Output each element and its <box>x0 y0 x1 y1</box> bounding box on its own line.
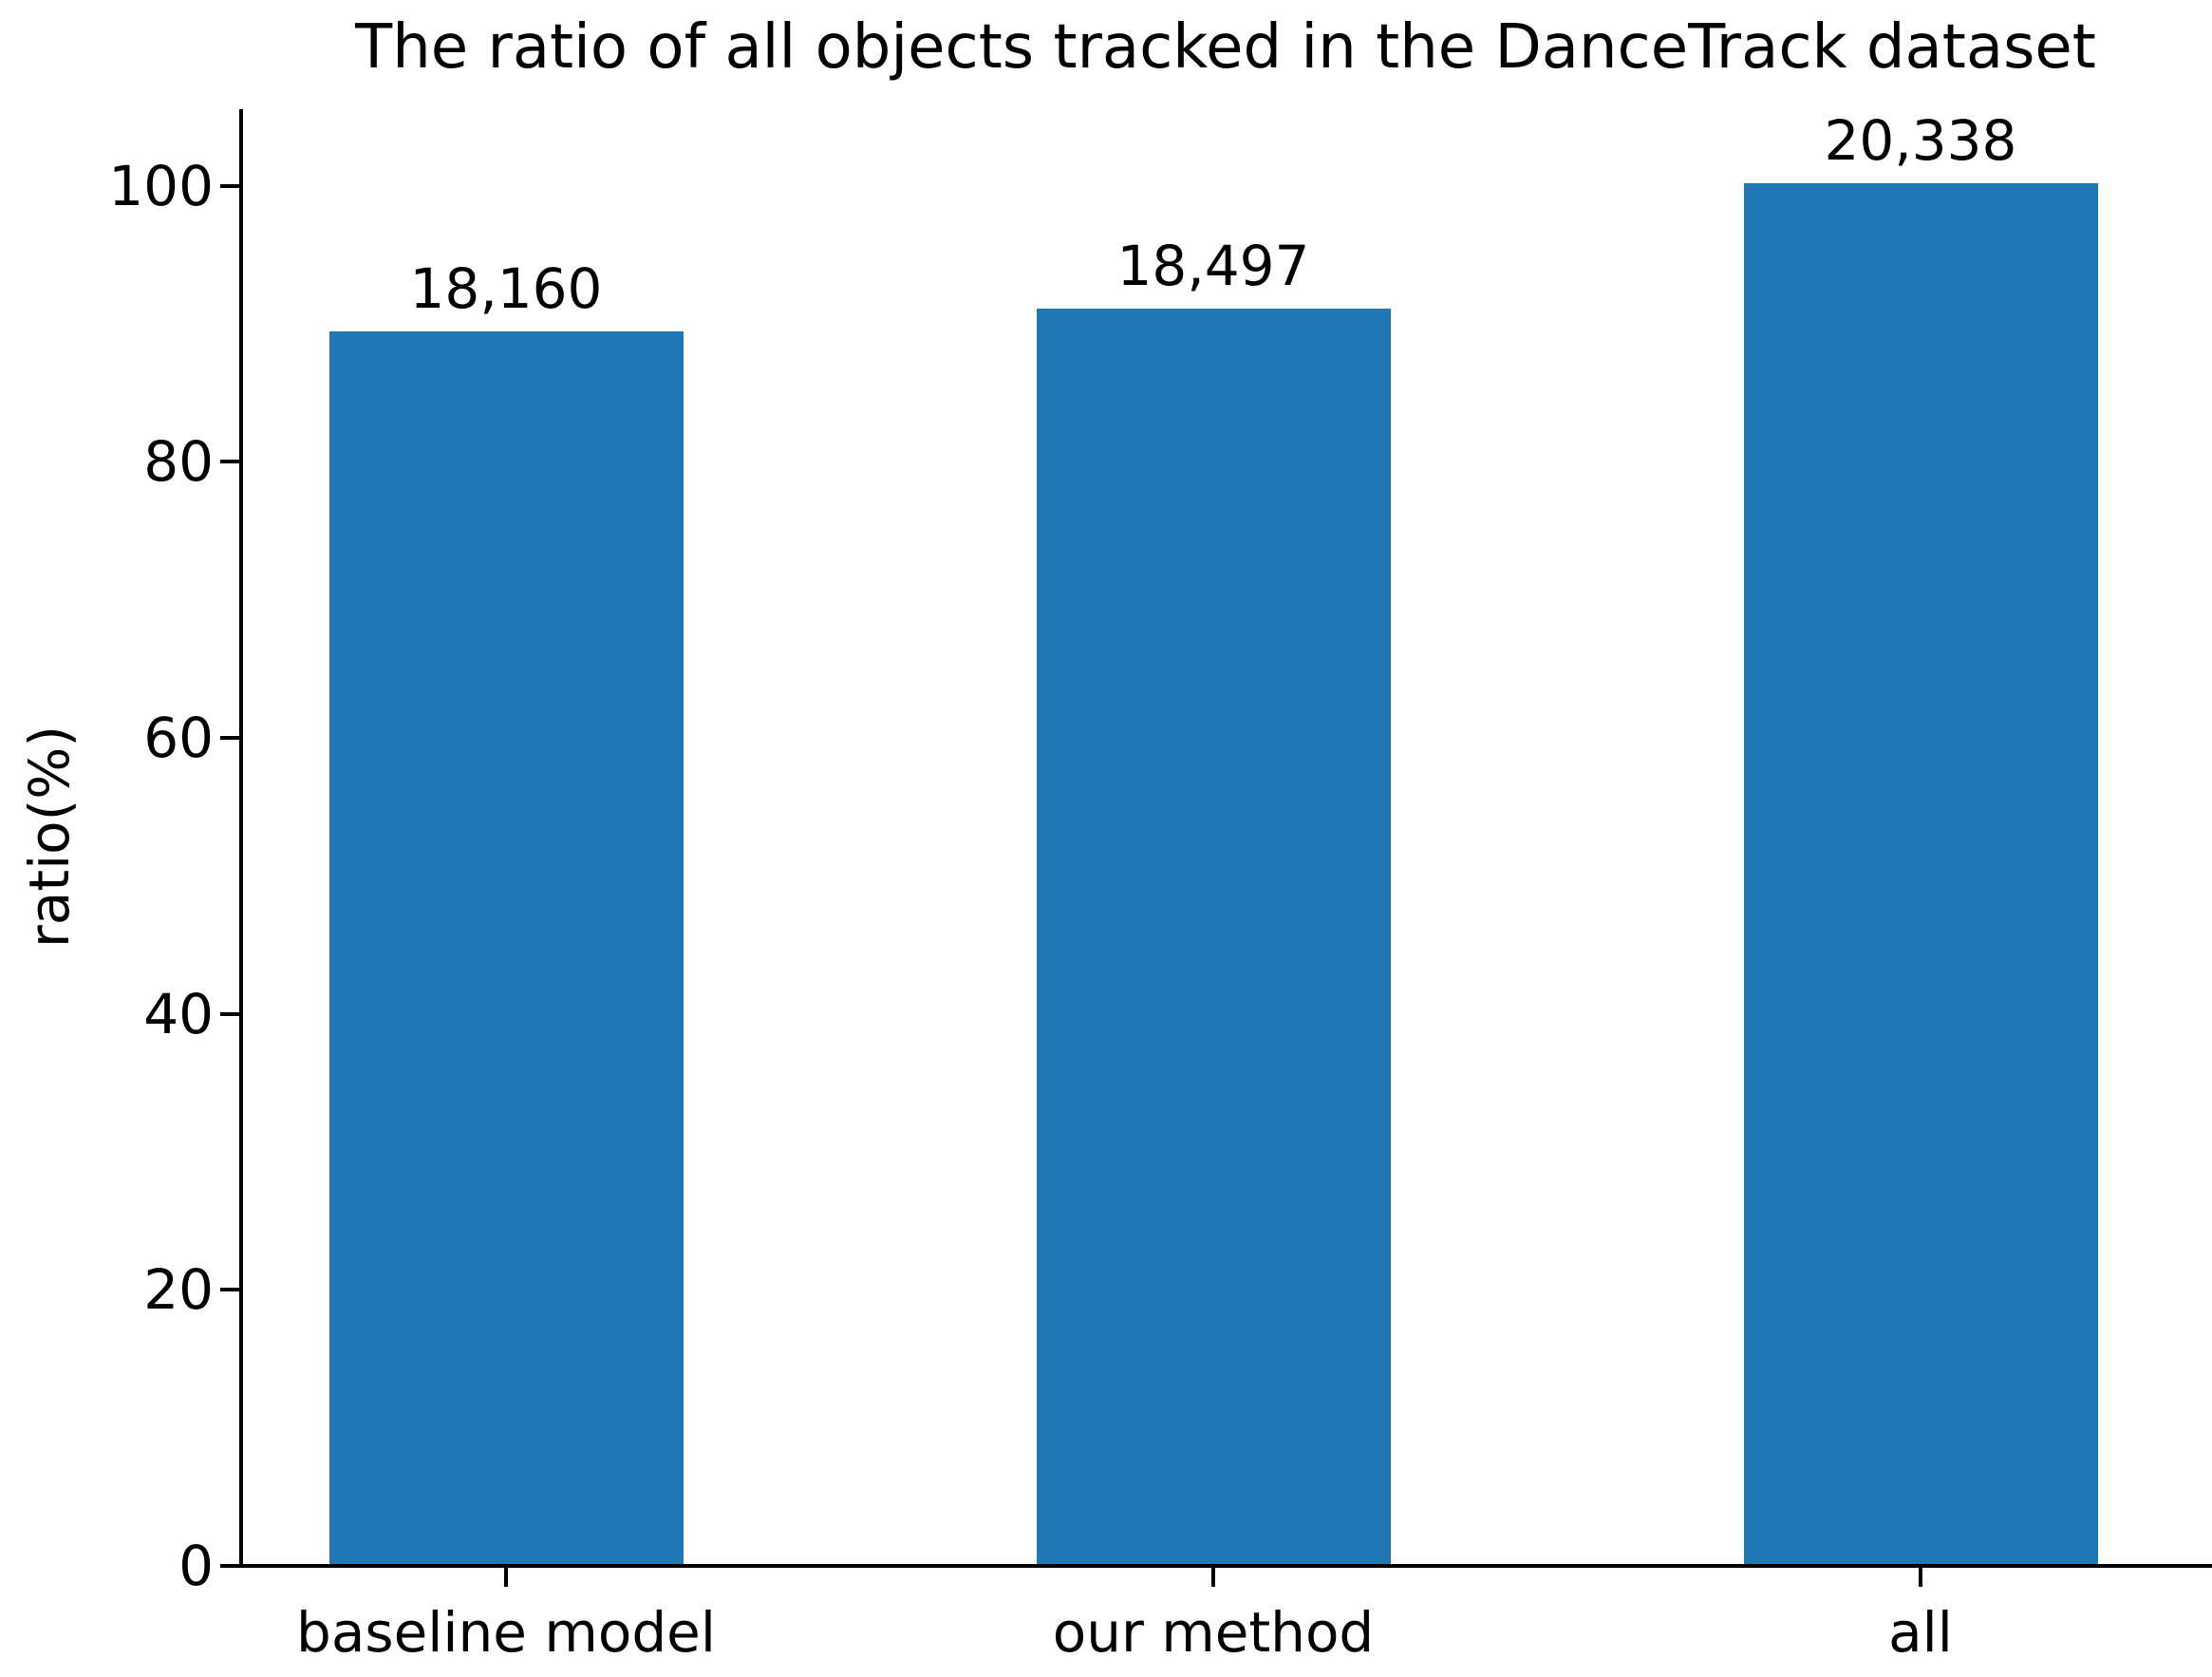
x-tick-mark <box>1211 1568 1215 1587</box>
chart-title: The ratio of all objects tracked in the … <box>355 12 2096 83</box>
bar-value-label: 18,160 <box>409 256 603 321</box>
y-tick-label: 60 <box>143 706 214 770</box>
bar <box>329 331 684 1564</box>
x-tick-label: baseline model <box>296 1600 716 1665</box>
x-tick-label: all <box>1888 1600 1953 1665</box>
x-tick-mark <box>504 1568 508 1587</box>
bar <box>1744 183 2098 1564</box>
bar-value-label: 18,497 <box>1116 234 1310 298</box>
y-tick-mark <box>220 184 239 188</box>
y-axis-spine <box>239 109 243 1568</box>
y-tick-mark <box>220 1564 239 1568</box>
x-axis-spine <box>239 1564 2212 1568</box>
y-tick-label: 100 <box>108 154 214 218</box>
y-tick-label: 40 <box>143 982 214 1046</box>
x-tick-label: our method <box>1052 1600 1375 1665</box>
y-tick-mark <box>220 736 239 740</box>
x-tick-mark <box>1919 1568 1922 1587</box>
y-tick-label: 20 <box>143 1257 214 1322</box>
y-tick-mark <box>220 1288 239 1291</box>
y-tick-label: 80 <box>143 429 214 494</box>
bar <box>1037 309 1391 1564</box>
y-tick-mark <box>220 460 239 463</box>
bar-value-label: 20,338 <box>1824 108 2017 173</box>
y-tick-mark <box>220 1012 239 1016</box>
y-tick-label: 0 <box>178 1534 214 1598</box>
